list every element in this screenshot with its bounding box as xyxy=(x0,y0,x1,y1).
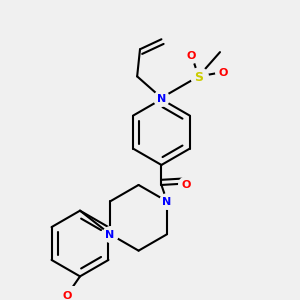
Text: O: O xyxy=(187,51,196,61)
Text: N: N xyxy=(106,230,115,240)
Text: O: O xyxy=(62,291,72,300)
Text: N: N xyxy=(157,94,166,104)
Text: O: O xyxy=(218,68,227,78)
Text: S: S xyxy=(194,71,203,84)
Text: N: N xyxy=(162,197,172,207)
Text: O: O xyxy=(181,179,190,190)
